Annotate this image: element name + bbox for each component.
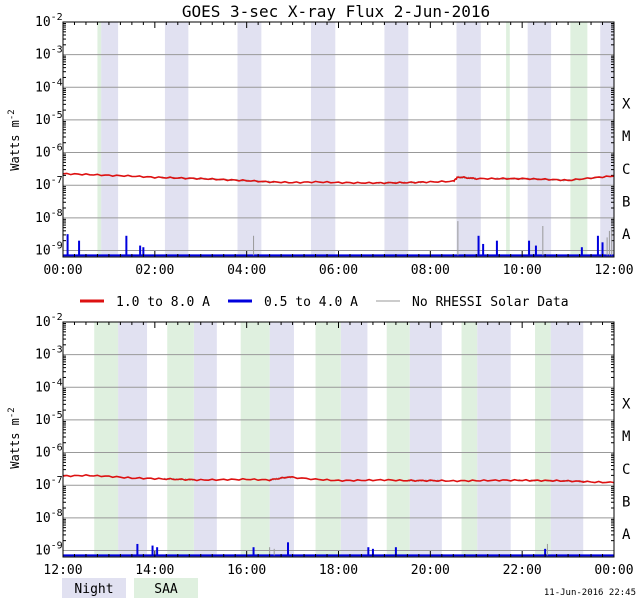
y-tick-label: 10-2 — [35, 12, 63, 30]
red-series-line — [62, 172, 615, 185]
saa-band — [570, 22, 588, 257]
y-tick-label: 10-9 — [35, 240, 63, 258]
series-legend: 1.0 to 8.0 A 0.5 to 4.0 A No RHESSI Sola… — [80, 295, 569, 310]
saa-band — [461, 322, 478, 557]
x-tick-label: 12:00 — [594, 263, 633, 278]
legend-label-red: 1.0 to 8.0 A — [116, 295, 210, 310]
chart-panel-1: 10-2 10-3 10-4 10-5 10-6 10-7 10-8 10-9 XM C BA 00:… — [35, 12, 634, 278]
saa-band — [535, 322, 551, 557]
y-tick-label: 10-3 — [35, 45, 63, 63]
saa-band — [315, 322, 341, 557]
y-tick-label: 10-9 — [35, 540, 63, 558]
night-band — [237, 22, 262, 257]
saa-legend-swatch — [134, 578, 198, 598]
flare-class-label: C — [622, 162, 630, 178]
flare-class-label: C — [622, 462, 630, 478]
night-legend-swatch — [62, 578, 126, 598]
night-band — [550, 322, 584, 557]
night-band — [101, 22, 119, 257]
legend-label-blue: 0.5 to 4.0 A — [264, 295, 358, 310]
night-band — [477, 322, 511, 557]
night-band — [118, 322, 148, 557]
x-tick-label: 16:00 — [227, 563, 266, 578]
night-band — [600, 22, 614, 257]
night-legend-label: Night — [74, 582, 113, 597]
x-tick-label: 04:00 — [227, 263, 266, 278]
flare-class-label: M — [622, 129, 630, 145]
flare-class-label: B — [622, 495, 630, 511]
saa-band — [97, 22, 102, 257]
x-tick-label: 02:00 — [135, 263, 174, 278]
y-tick-label: 10-4 — [35, 77, 63, 95]
x-tick-label: 12:00 — [43, 563, 82, 578]
saa-band — [240, 322, 270, 557]
x-tick-label: 18:00 — [319, 563, 358, 578]
chart-panel-2: 10-2 10-3 10-4 10-5 10-6 10-7 10-8 10-9 XM C BA 12:… — [35, 312, 634, 578]
night-band — [527, 22, 552, 257]
flare-class-label: M — [622, 429, 630, 445]
y-tick-label: 10-5 — [35, 110, 63, 128]
flare-class-label: X — [622, 397, 631, 413]
y-axis-label-top: Watts m-2 — [7, 109, 22, 170]
flare-class-label: B — [622, 195, 630, 211]
flare-class-label: A — [622, 227, 631, 243]
chart-title: GOES 3-sec X-ray Flux 2-Jun-2016 — [182, 2, 490, 21]
x-tick-label: 06:00 — [319, 263, 358, 278]
legend-label-gray: No RHESSI Solar Data — [412, 295, 569, 310]
y-tick-label: 10-7 — [35, 175, 63, 193]
x-tick-label: 14:00 — [135, 563, 174, 578]
night-band — [164, 22, 189, 257]
y-axis-label-bottom: Watts m-2 — [7, 407, 22, 468]
saa-legend-label: SAA — [154, 582, 178, 597]
night-band — [310, 22, 336, 257]
flare-class-label: X — [622, 97, 631, 113]
y-tick-label: 10-8 — [35, 208, 63, 226]
y-tick-label: 10-3 — [35, 345, 63, 363]
x-tick-label: 00:00 — [594, 563, 633, 578]
y-tick-label: 10-7 — [35, 475, 63, 493]
night-band — [269, 322, 294, 557]
red-series-line — [62, 473, 615, 484]
saa-band — [506, 22, 510, 257]
x-tick-label: 10:00 — [503, 263, 542, 278]
x-tick-label: 08:00 — [411, 263, 450, 278]
night-band — [456, 22, 481, 257]
night-band — [409, 322, 442, 557]
saa-band — [167, 322, 194, 557]
night-band — [384, 22, 409, 257]
y-tick-label: 10-5 — [35, 410, 63, 428]
x-tick-label: 00:00 — [43, 263, 82, 278]
y-tick-label: 10-6 — [35, 143, 63, 161]
shade-legend: Night SAA — [62, 578, 198, 598]
x-tick-label: 22:00 — [503, 563, 542, 578]
saa-band — [94, 322, 119, 557]
saa-band — [386, 322, 410, 557]
y-tick-label: 10-4 — [35, 377, 63, 395]
flare-class-label: A — [622, 527, 631, 543]
y-tick-label: 10-2 — [35, 312, 63, 330]
night-band — [193, 322, 217, 557]
y-tick-label: 10-6 — [35, 443, 63, 461]
footer-timestamp: 11-Jun-2016 22:45 — [544, 588, 636, 598]
y-tick-label: 10-8 — [35, 508, 63, 526]
x-tick-label: 20:00 — [411, 563, 450, 578]
night-band — [340, 322, 368, 557]
